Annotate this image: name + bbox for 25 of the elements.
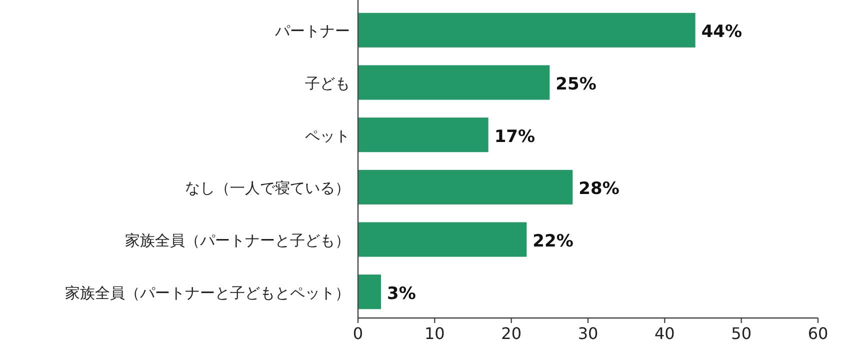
bar [358, 274, 381, 310]
y-tick-label: 家族全員（パートナーと子どもとペット） [65, 284, 350, 302]
bar [358, 118, 488, 152]
bar [358, 170, 573, 204]
data-label: 25% [556, 74, 596, 94]
data-label: 3% [387, 284, 416, 304]
data-label: 22% [532, 232, 574, 252]
data-label: 44% [701, 22, 742, 42]
x-tick-label: 40 [654, 324, 675, 343]
y-tick-label: パートナー [274, 22, 350, 40]
x-tick-label: 20 [501, 324, 522, 343]
x-tick-label: 60 [808, 324, 828, 343]
bar [358, 12, 696, 48]
bar [358, 222, 527, 257]
data-label: 28% [578, 179, 620, 200]
y-tick-label: 家族全員（パートナーと子ども） [125, 232, 350, 250]
x-tick-label: 50 [731, 324, 752, 343]
x-tick-label: 30 [578, 324, 598, 343]
x-tick-label: 0 [352, 324, 364, 343]
y-tick-label: なし（一人で寝ている） [185, 179, 350, 198]
bar [358, 65, 550, 100]
y-tick-label: ペット [305, 126, 350, 145]
y-tick-label: 子ども [305, 74, 350, 92]
data-label: 17% [494, 126, 536, 147]
x-tick-label: 10 [424, 324, 445, 343]
